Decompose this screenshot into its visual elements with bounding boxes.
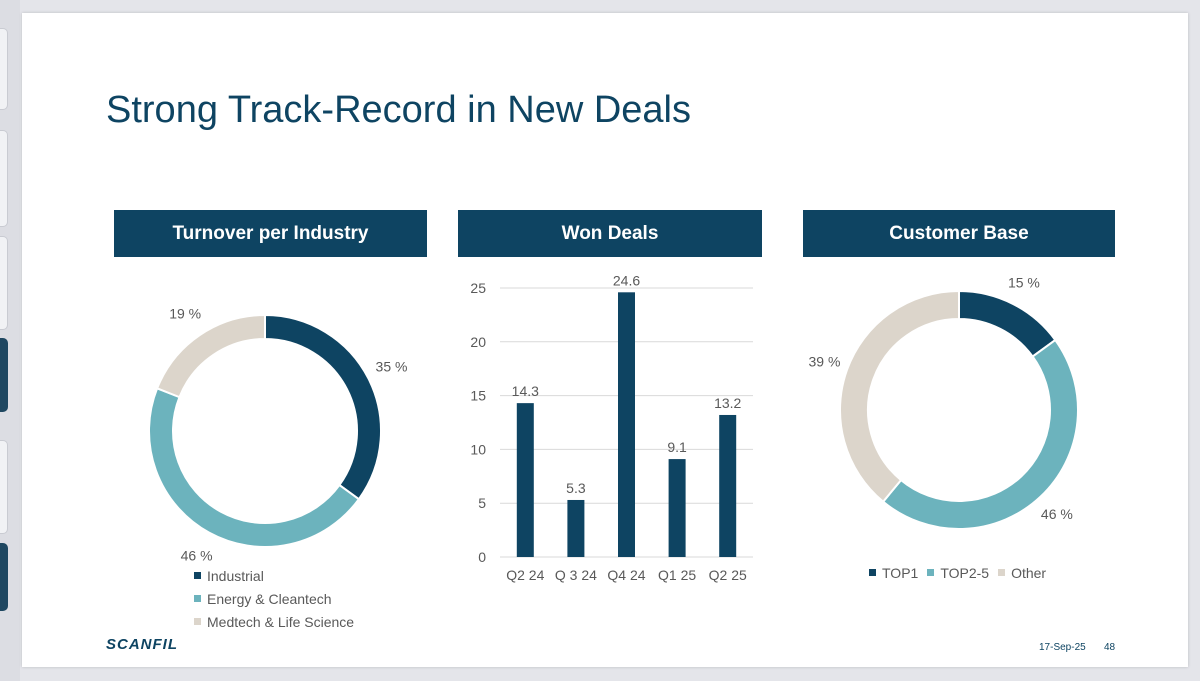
slide-thumbnail[interactable] <box>0 236 8 330</box>
turnover-legend: Industrial Energy & Cleantech Medtech & Li… <box>194 564 354 633</box>
slide-title: Strong Track-Record in New Deals <box>106 89 691 131</box>
customer-base-slice <box>958 289 1057 358</box>
won-deals-bar <box>567 499 585 557</box>
turnover-slice <box>264 313 382 501</box>
won-deals-y-tick-label: 15 <box>470 388 486 404</box>
won-deals-data-label: 14.3 <box>512 383 539 399</box>
won-deals-y-tick-label: 5 <box>478 495 486 511</box>
customer-base-legend-label: TOP2-5 <box>940 564 990 581</box>
won-deals-y-tick-label: 20 <box>470 334 486 350</box>
won-deals-bar <box>516 403 534 557</box>
turnover-legend-swatch <box>194 572 201 579</box>
turnover-legend-swatch <box>194 618 201 625</box>
customer-base-slice <box>839 289 960 504</box>
turnover-legend-label: Energy & Cleantech <box>207 590 332 607</box>
customer-base-slice <box>881 338 1079 530</box>
slide-thumbnail-current[interactable] <box>0 338 8 412</box>
customer-base-data-label: 39 % <box>808 354 840 370</box>
customer-base-legend-item: TOP2-5 <box>927 561 989 584</box>
won-deals-category-label: Q4 24 <box>607 567 645 583</box>
customer-base-legend-label: Other <box>1011 564 1047 581</box>
won-deals-y-tick-label: 0 <box>478 549 486 565</box>
won-deals-y-tick-label: 25 <box>470 280 486 296</box>
customer-base-legend-item: Other <box>998 561 1046 584</box>
slide-date: 17-Sep-25 <box>1039 642 1086 653</box>
won-deals-y-tick-label: 10 <box>470 441 486 457</box>
won-deals-bar <box>719 414 737 557</box>
panel-header-customer-base: Customer Base <box>803 210 1115 257</box>
turnover-data-label: 19 % <box>169 306 201 322</box>
panel-header-turnover: Turnover per Industry <box>114 210 427 257</box>
won-deals-bar <box>668 459 686 557</box>
customer-base-donut-chart: 15 % 46 % 39 % <box>808 275 1079 530</box>
turnover-donut-chart: 35 % 46 % 19 % <box>148 306 408 563</box>
slide-thumbnail[interactable] <box>0 543 8 611</box>
turnover-legend-swatch <box>194 595 201 602</box>
won-deals-category-label: Q 3 24 <box>555 567 597 583</box>
slide-thumbnail[interactable] <box>0 28 8 110</box>
slide-thumbnail-rail <box>0 0 20 681</box>
won-deals-category-label: Q1 25 <box>658 567 696 583</box>
won-deals-data-label: 13.2 <box>714 395 741 411</box>
customer-base-legend-item: TOP1 <box>869 561 918 584</box>
customer-base-legend: TOP1 TOP2-5 Other <box>869 561 1055 584</box>
turnover-legend-item: Medtech & Life Science <box>194 610 354 633</box>
panel-header-won-deals: Won Deals <box>458 210 762 257</box>
turnover-slice <box>155 313 266 399</box>
customer-base-legend-swatch <box>998 569 1006 576</box>
slide-page-number: 48 <box>1104 642 1116 653</box>
scanfil-logo: SCANFIL <box>106 636 178 653</box>
won-deals-bar-chart: 0 5 10 15 20 25 14.3 Q2 24 5.3 Q 3 24 24.6 Q4 24 9.1… <box>470 272 753 583</box>
turnover-legend-label: Industrial <box>207 567 264 584</box>
customer-base-legend-swatch <box>869 569 876 576</box>
won-deals-data-label: 9.1 <box>667 439 687 455</box>
slide: Strong Track-Record in New Deals Turnove… <box>22 13 1188 667</box>
slide-thumbnail[interactable] <box>0 130 8 227</box>
turnover-legend-item: Energy & Cleantech <box>194 587 354 610</box>
turnover-legend-label: Medtech & Life Science <box>207 613 355 630</box>
slide-thumbnail[interactable] <box>0 440 8 534</box>
turnover-legend-item: Industrial <box>194 564 354 587</box>
customer-base-legend-swatch <box>927 569 935 576</box>
won-deals-category-label: Q2 24 <box>506 567 544 583</box>
won-deals-bar <box>618 292 635 557</box>
customer-base-data-label: 46 % <box>1041 506 1073 522</box>
turnover-data-label: 46 % <box>181 547 213 563</box>
won-deals-data-label: 24.6 <box>613 272 640 288</box>
turnover-slice <box>148 386 361 548</box>
won-deals-data-label: 5.3 <box>566 480 586 496</box>
turnover-data-label: 35 % <box>376 359 408 375</box>
won-deals-category-label: Q2 25 <box>709 567 747 583</box>
customer-base-legend-label: TOP1 <box>882 564 919 581</box>
customer-base-data-label: 15 % <box>1008 275 1040 291</box>
